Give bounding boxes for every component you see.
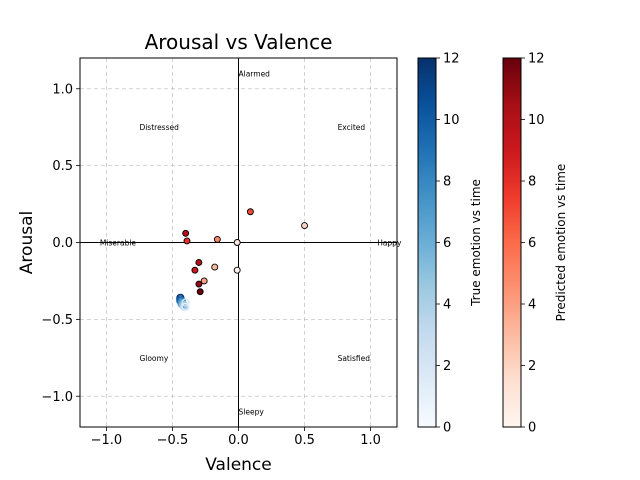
colorbar-tick-label: 10: [443, 113, 460, 128]
x-tick-label: 1.0: [360, 433, 381, 448]
predicted-emotion-point: [182, 229, 190, 237]
true-emotion-point: [181, 298, 190, 307]
colorbar-tick-label: 0: [528, 421, 536, 436]
emotion-annotation: Distressed: [139, 123, 179, 132]
predicted-emotion-point: [301, 222, 308, 230]
colorbar-tick-label: 2: [528, 359, 536, 374]
colorbar-tick-label: 0: [443, 421, 451, 436]
colorbar-tick-label: 6: [443, 236, 451, 251]
predicted-emotion-point: [213, 235, 221, 243]
colorbar-tick-label: 2: [443, 359, 451, 374]
colorbar-true-emotion: 0 2 4 6 8 10 12 True emotion vs time: [417, 52, 483, 436]
y-tick-label: −0.5: [41, 313, 73, 328]
y-axis-label: Arousal: [17, 211, 37, 274]
axis-ticks: −1.0 −0.5 0.0 0.5 1.0 −1.0 −0.5 0.0 0.5 1.0: [41, 82, 381, 448]
y-tick-label: 1.0: [52, 82, 73, 97]
colorbar-predicted-gradient: [502, 57, 522, 428]
colorbar-predicted-ticks: 0 2 4 6 8 10 12: [521, 52, 545, 436]
colorbar-tick-label: 10: [528, 113, 545, 128]
colorbar-tick-label: 4: [443, 298, 451, 313]
x-tick-label: −0.5: [157, 433, 189, 448]
emotion-annotation: Satisfied: [338, 354, 371, 363]
predicted-emotion-point: [196, 288, 204, 296]
y-tick-label: 0.0: [52, 236, 73, 251]
y-tick-label: 0.5: [52, 159, 73, 174]
emotion-annotation: Miserable: [100, 239, 137, 248]
predicted-emotion-point: [195, 259, 203, 266]
predicted-emotion-point: [246, 208, 254, 216]
predicted-emotion-point: [195, 280, 203, 288]
emotion-annotation: Sleepy: [239, 408, 265, 417]
y-tick-label: −1.0: [41, 390, 73, 405]
predicted-emotion-point: [233, 266, 241, 274]
colorbar-tick-label: 8: [443, 175, 451, 190]
colorbar-true-ticks: 0 2 4 6 8 10 12: [436, 52, 460, 436]
predicted-emotion-point: [183, 237, 191, 245]
chart-title: Arousal vs Valence: [145, 30, 333, 54]
emotion-annotation: Alarmed: [239, 69, 271, 78]
colorbar-predicted-label: Predicted emotion vs time: [554, 164, 568, 322]
emotion-annotation: Happy: [377, 239, 402, 248]
colorbar-tick-label: 6: [528, 236, 536, 251]
x-axis-label: Valence: [205, 455, 272, 475]
colorbar-tick-label: 8: [528, 175, 536, 190]
predicted-emotion-point: [191, 266, 199, 274]
predicted-emotion-point: [200, 277, 208, 285]
colorbar-predicted-emotion: 0 2 4 6 8 10 12 Predicted emotion vs time: [502, 52, 568, 436]
colorbar-tick-label: 4: [528, 298, 536, 313]
emotion-annotation: Gloomy: [139, 354, 168, 363]
emotion-annotation: Excited: [338, 123, 366, 132]
predicted-emotion-point: [233, 239, 241, 246]
colorbar-tick-label: 12: [528, 52, 545, 67]
x-tick-label: 0.5: [294, 433, 315, 448]
colorbar-true-gradient: [417, 57, 437, 428]
predicted-emotion-point: [211, 263, 219, 271]
x-tick-label: 0.0: [228, 433, 249, 448]
emotion-labels: Alarmed Distressed Excited Miserable Happy Gl…: [100, 69, 402, 416]
true-emotion-point: [181, 302, 190, 312]
colorbar-true-label: True emotion vs time: [469, 179, 483, 307]
colorbar-tick-label: 12: [443, 52, 460, 67]
x-tick-label: −1.0: [91, 433, 123, 448]
data-points: [176, 208, 308, 312]
